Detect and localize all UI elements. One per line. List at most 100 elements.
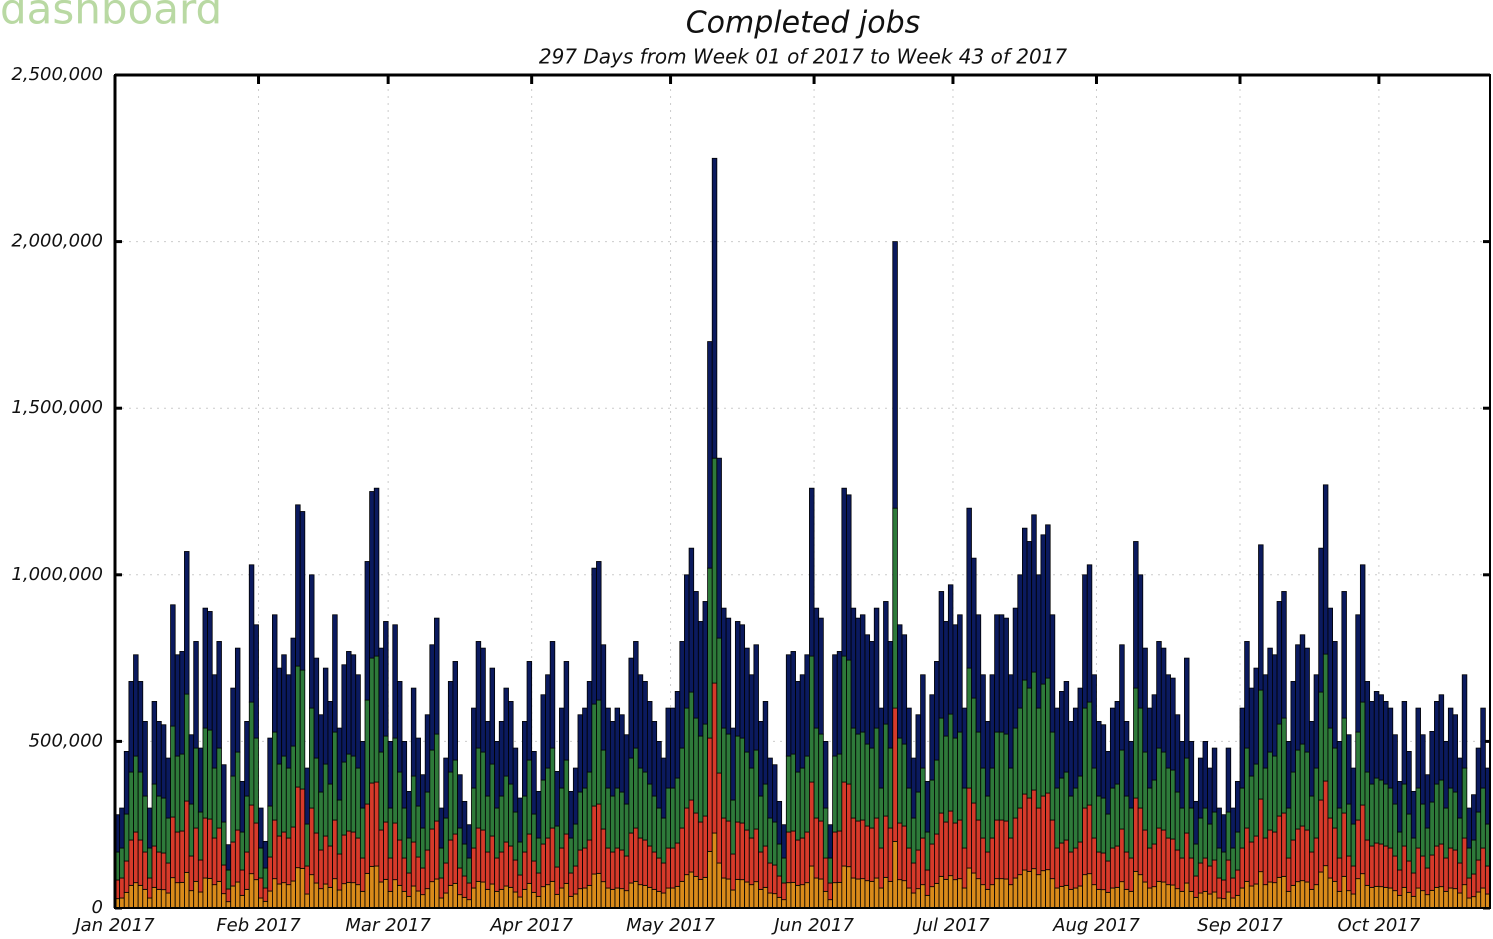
bar-segment [1045, 792, 1051, 871]
bar-segment [262, 887, 269, 902]
bar-segment [818, 878, 824, 909]
bar-segment [359, 807, 366, 859]
bar-segment [767, 862, 773, 894]
bar-segment [1160, 647, 1167, 753]
bar-segment [1003, 733, 1009, 822]
bar-segment [1128, 857, 1134, 892]
bar-segment [466, 899, 472, 909]
bar-segment [938, 812, 945, 877]
bar-segment [1188, 857, 1195, 892]
bar-segment [369, 865, 375, 909]
bar-segment [1253, 835, 1259, 885]
bar-segment [647, 783, 653, 847]
bar-segment [869, 880, 875, 909]
bar-segment [327, 886, 333, 909]
bar-segment [207, 818, 213, 879]
bar-segment [989, 674, 996, 769]
bar-segment [1392, 890, 1398, 909]
bar-segment [975, 878, 982, 909]
bar-segment [952, 737, 958, 824]
bar-segment [387, 890, 394, 909]
bar-segment [822, 807, 829, 859]
bar-segment [998, 731, 1005, 821]
bar-segment [1318, 871, 1324, 909]
bar-segment [572, 893, 579, 909]
bar-segment [1383, 886, 1389, 909]
bar-segment [1072, 787, 1079, 849]
bar-segment [725, 878, 732, 909]
bar-segment [1309, 795, 1315, 853]
bar-segment [1299, 825, 1306, 882]
bar-segment [1216, 847, 1222, 879]
bar-segment [739, 624, 746, 739]
bar-segment [322, 667, 329, 765]
bar-segment [1188, 741, 1195, 809]
bar-segment [674, 691, 681, 779]
bar-segment [193, 827, 199, 882]
bar-segment [290, 880, 296, 909]
bar-segment [221, 821, 227, 866]
bar-segment [225, 844, 232, 871]
bar-segment [1147, 787, 1153, 849]
bar-segment [461, 800, 468, 845]
bar-segment [471, 847, 477, 889]
bar-segment [924, 894, 931, 909]
bar-segment [1322, 484, 1329, 655]
bar-segment [369, 782, 375, 867]
bar-segment [119, 897, 125, 909]
bar-segment [244, 721, 250, 797]
x-tick-label: May 2017 [626, 915, 715, 936]
bar-segment [1072, 887, 1079, 909]
bar-segment [258, 807, 264, 849]
bar-segment [1068, 795, 1074, 853]
bar-segment [684, 807, 690, 876]
bar-segment [1461, 884, 1468, 909]
bar-segment [1026, 687, 1033, 799]
bar-segment [915, 888, 921, 909]
bar-segment [642, 884, 648, 909]
bar-segment [1012, 877, 1019, 909]
bar-segment [137, 884, 144, 909]
bar-segment [665, 707, 671, 789]
bar-segment [230, 687, 236, 777]
bar-segment [1443, 741, 1449, 809]
bar-segment [1123, 795, 1130, 853]
bar-segment [239, 780, 246, 833]
bar-segment [383, 621, 389, 737]
bar-segment [494, 890, 500, 909]
bar-segment [605, 707, 611, 789]
bar-segment [586, 771, 593, 841]
bar-segment [586, 839, 593, 886]
bar-segment [540, 694, 546, 781]
bar-segment [665, 847, 671, 889]
bar-segment [1336, 741, 1343, 809]
bar-segment [582, 787, 588, 849]
bar-segment [248, 873, 255, 909]
bar-segment [702, 601, 708, 725]
bar-segment [1258, 689, 1264, 800]
bar-segment [160, 724, 167, 799]
bar-segment [1272, 831, 1278, 884]
bar-segment [424, 714, 431, 793]
bar-segment [295, 504, 301, 667]
bar-segment [730, 727, 736, 801]
bar-segment [1022, 869, 1028, 909]
bar-segment [1332, 827, 1338, 882]
bar-segment [503, 775, 509, 843]
bar-segment [748, 884, 755, 909]
bar-segment [230, 841, 236, 887]
bar-segment [313, 832, 320, 884]
bar-segment [193, 641, 199, 749]
bar-segment [471, 887, 477, 909]
bar-segment [1434, 845, 1440, 888]
bar-segment [619, 888, 625, 909]
bar-segment [1480, 787, 1486, 849]
bar-segment [702, 723, 708, 817]
bar-segment [359, 890, 366, 909]
bar-segment [1327, 727, 1333, 819]
bar-segment [447, 839, 454, 886]
bar-segment [670, 847, 676, 889]
bar-segment [623, 803, 630, 857]
bar-segment [1225, 859, 1232, 893]
bar-segment [1128, 807, 1134, 859]
